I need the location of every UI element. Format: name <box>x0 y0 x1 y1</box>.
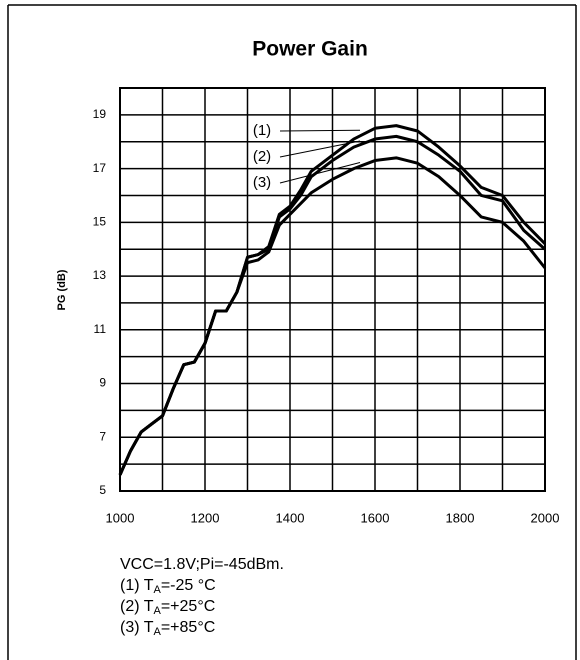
note-part: =+85°C <box>161 619 215 636</box>
x-tick-label: 2000 <box>531 510 560 525</box>
series-line <box>118 156 547 476</box>
x-tick-label: 1400 <box>276 510 305 525</box>
chart-title: Power Gain <box>252 38 368 61</box>
note-part: (2) T <box>120 598 154 615</box>
series-label: (1) <box>253 122 271 139</box>
note-part: A <box>153 605 161 617</box>
series-label: (2) <box>253 148 271 165</box>
plot-frame <box>119 87 546 492</box>
y-axis-label: PG (dB) <box>56 269 68 310</box>
note-part: =+25°C <box>161 598 215 615</box>
note-part: (3) T <box>120 619 154 636</box>
note: VCC=1.8V;Pi=-45dBm. <box>120 556 284 573</box>
leader-line <box>279 140 361 158</box>
y-tick-label: 7 <box>99 429 106 443</box>
y-tick-label: 17 <box>93 161 107 175</box>
note-part: A <box>153 626 161 638</box>
note-part: A <box>153 584 161 596</box>
x-tick-label: 1800 <box>446 510 475 525</box>
x-tick-label: 1200 <box>191 510 220 525</box>
y-tick-label: 15 <box>93 215 107 229</box>
y-tick-label: 13 <box>93 268 107 282</box>
note: (3) TA=+85°C <box>120 619 215 638</box>
note: (1) TA=-25 °C <box>120 577 216 596</box>
y-tick-label: 11 <box>94 322 107 336</box>
note-part: (1) T <box>120 577 154 594</box>
leader-line <box>279 129 361 132</box>
x-tick-label: 1600 <box>361 510 390 525</box>
y-tick-label: 5 <box>99 483 106 497</box>
note: (2) TA=+25°C <box>120 598 215 617</box>
x-tick-label: 1000 <box>106 510 135 525</box>
note-part: =-25 °C <box>161 577 216 594</box>
y-tick-label: 19 <box>93 107 107 121</box>
y-tick-label: 9 <box>99 376 106 390</box>
leader-line <box>279 162 361 184</box>
series-label: (3) <box>253 174 271 191</box>
